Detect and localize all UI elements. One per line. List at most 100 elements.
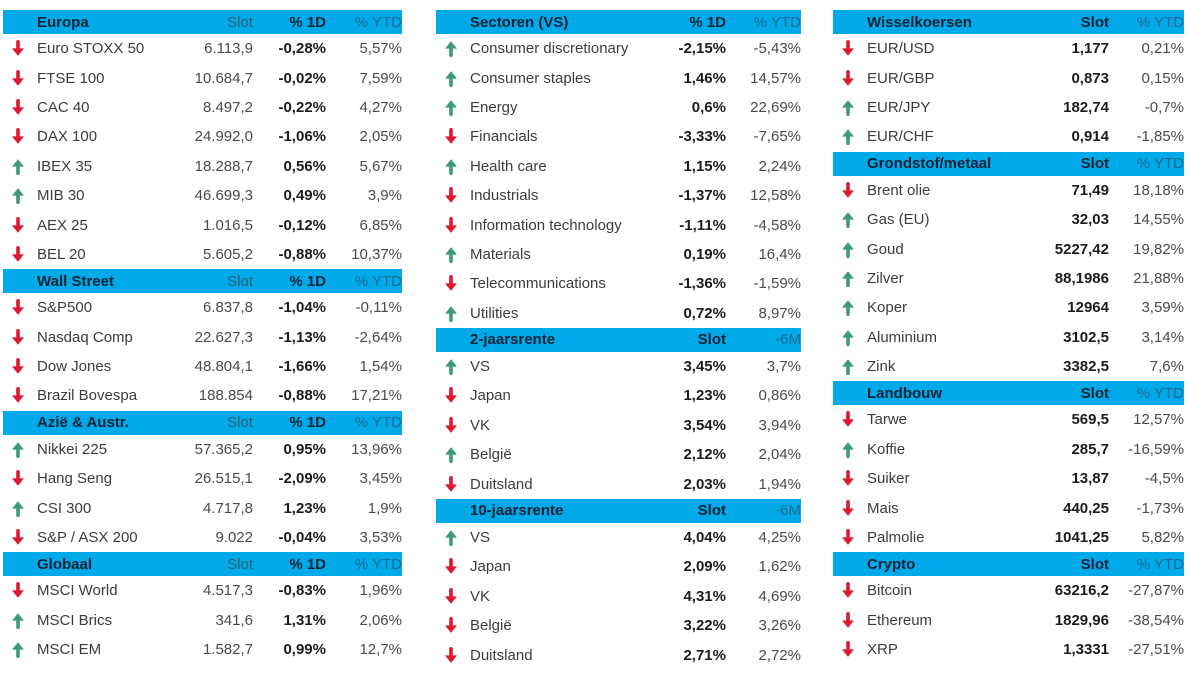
up-arrow-glyph (842, 271, 854, 287)
value-cell: -0,02% (278, 69, 326, 87)
column-header: % YTD (354, 272, 402, 290)
value-cell: -2,64% (354, 328, 402, 346)
down-arrow-glyph (445, 646, 457, 663)
column-header: Slot (227, 555, 253, 573)
value-cell: -16,59% (1128, 440, 1184, 458)
down-arrow-glyph (842, 582, 854, 599)
table-row: VS 4,04% 4,25% (436, 523, 801, 552)
instrument-name: FTSE 100 (37, 69, 105, 87)
up-arrow-icon (436, 70, 466, 87)
up-arrow-icon (3, 500, 33, 517)
value-cell: -2,09% (278, 470, 326, 488)
column-header: Slot (227, 414, 253, 432)
down-arrow-glyph (12, 128, 24, 145)
table-row: Health care 1,15% 2,24% (436, 152, 801, 181)
down-arrow-icon (436, 216, 466, 234)
value-cell: 0,15% (1141, 69, 1184, 87)
value-cell: 0,19% (683, 245, 726, 263)
up-arrow-glyph (842, 359, 854, 376)
value-cell: -5,43% (753, 40, 801, 58)
value-cell: 2,05% (359, 128, 402, 146)
instrument-name: Koper (867, 299, 908, 317)
column-header: % YTD (1136, 155, 1184, 173)
down-arrow-glyph (445, 475, 457, 492)
value-cell: 2,24% (758, 157, 801, 175)
value-cell: 57.365,2 (194, 440, 253, 458)
panel-fx-commodities-crypto: Wisselkoersen Slot % YTD EUR/USD 1,177 0,2… (833, 10, 1188, 664)
down-arrow-icon (436, 475, 466, 493)
value-cell: 4,27% (359, 98, 402, 116)
down-arrow-glyph (12, 387, 24, 404)
value-cell: -0,12% (278, 216, 326, 234)
instrument-name: CAC 40 (37, 98, 90, 116)
down-arrow-icon (3, 98, 33, 116)
up-arrow-icon (833, 358, 863, 376)
down-arrow-glyph (445, 587, 457, 604)
value-cell: 8,97% (758, 304, 801, 322)
table-row: Mais 440,25 -1,73% (833, 493, 1184, 522)
down-arrow-glyph (445, 128, 457, 145)
up-arrow-glyph (445, 41, 457, 58)
instrument-name: Aluminium (867, 328, 938, 346)
value-cell: -4,58% (753, 216, 801, 234)
column-header: Slot (1080, 555, 1109, 573)
down-arrow-glyph (842, 470, 854, 487)
column-header: % YTD (1136, 13, 1184, 31)
up-arrow-glyph (445, 447, 457, 464)
value-cell: 0,914 (1071, 128, 1109, 146)
instrument-name: Energy (470, 98, 518, 116)
instrument-name: BEL 20 (37, 245, 86, 263)
value-cell: -38,54% (1128, 611, 1184, 629)
table-row: CSI 300 4.717,8 1,23% 1,9% (3, 493, 402, 522)
instrument-name: Hang Seng (37, 470, 113, 488)
instrument-name: Tarwe (867, 411, 908, 429)
instrument-name: EUR/CHF (867, 128, 934, 146)
table-row: Nikkei 225 57.365,2 0,95% 13,96% (3, 435, 402, 464)
down-arrow-icon (436, 275, 466, 292)
down-arrow-icon (833, 411, 863, 428)
down-arrow-icon (833, 470, 863, 487)
value-cell: 14,55% (1133, 211, 1184, 229)
section-title: Wall Street (37, 272, 114, 290)
instrument-name: Bitcoin (867, 582, 913, 600)
value-cell: 18.288,7 (194, 157, 253, 175)
value-cell: 32,03 (1071, 211, 1109, 229)
value-cell: 88,1986 (1054, 269, 1109, 287)
column-header: % 1D (289, 414, 326, 432)
table-row: CAC 40 8.497,2 -0,22% 4,27% (3, 93, 402, 122)
instrument-name: Nasdaq Comp (37, 328, 133, 346)
instrument-name: MSCI EM (37, 641, 102, 659)
value-cell: 1,9% (367, 499, 402, 517)
instrument-name: S&P / ASX 200 (37, 529, 138, 547)
table-row: VK 4,31% 4,69% (436, 582, 801, 611)
up-arrow-glyph (445, 70, 457, 87)
instrument-name: Duitsland (470, 475, 533, 493)
value-cell: 3,94% (758, 416, 801, 434)
section-title: Wisselkoersen (867, 13, 972, 31)
value-cell: 1,96% (359, 582, 402, 600)
down-arrow-icon (436, 387, 466, 404)
instrument-name: IBEX 35 (37, 157, 93, 175)
down-arrow-glyph (12, 245, 24, 262)
value-cell: 5,57% (359, 40, 402, 58)
table-row: Brent olie 71,49 18,18% (833, 176, 1184, 205)
value-cell: 14,57% (750, 69, 801, 87)
table-row: MSCI World 4.517,3 -0,83% 1,96% (3, 576, 402, 605)
section-header: Wall Street Slot % 1D % YTD (3, 269, 402, 294)
value-cell: 6,85% (359, 216, 402, 234)
table-row: VK 3,54% 3,94% (436, 411, 801, 440)
instrument-name: AEX 25 (37, 216, 88, 234)
column-header: % YTD (1136, 555, 1184, 573)
value-cell: 3382,5 (1063, 358, 1109, 376)
instrument-name: Financials (470, 128, 538, 146)
table-row: Zink 3382,5 7,6% (833, 352, 1184, 381)
value-cell: 10.684,7 (194, 69, 253, 87)
instrument-name: Mais (867, 499, 899, 517)
value-cell: 10,37% (351, 245, 402, 263)
down-arrow-glyph (842, 69, 854, 86)
value-cell: 0,6% (691, 98, 726, 116)
column-header: Slot (697, 502, 726, 520)
column-header: % YTD (354, 555, 402, 573)
value-cell: 3,14% (1141, 328, 1184, 346)
instrument-name: Telecommunications (470, 275, 606, 293)
